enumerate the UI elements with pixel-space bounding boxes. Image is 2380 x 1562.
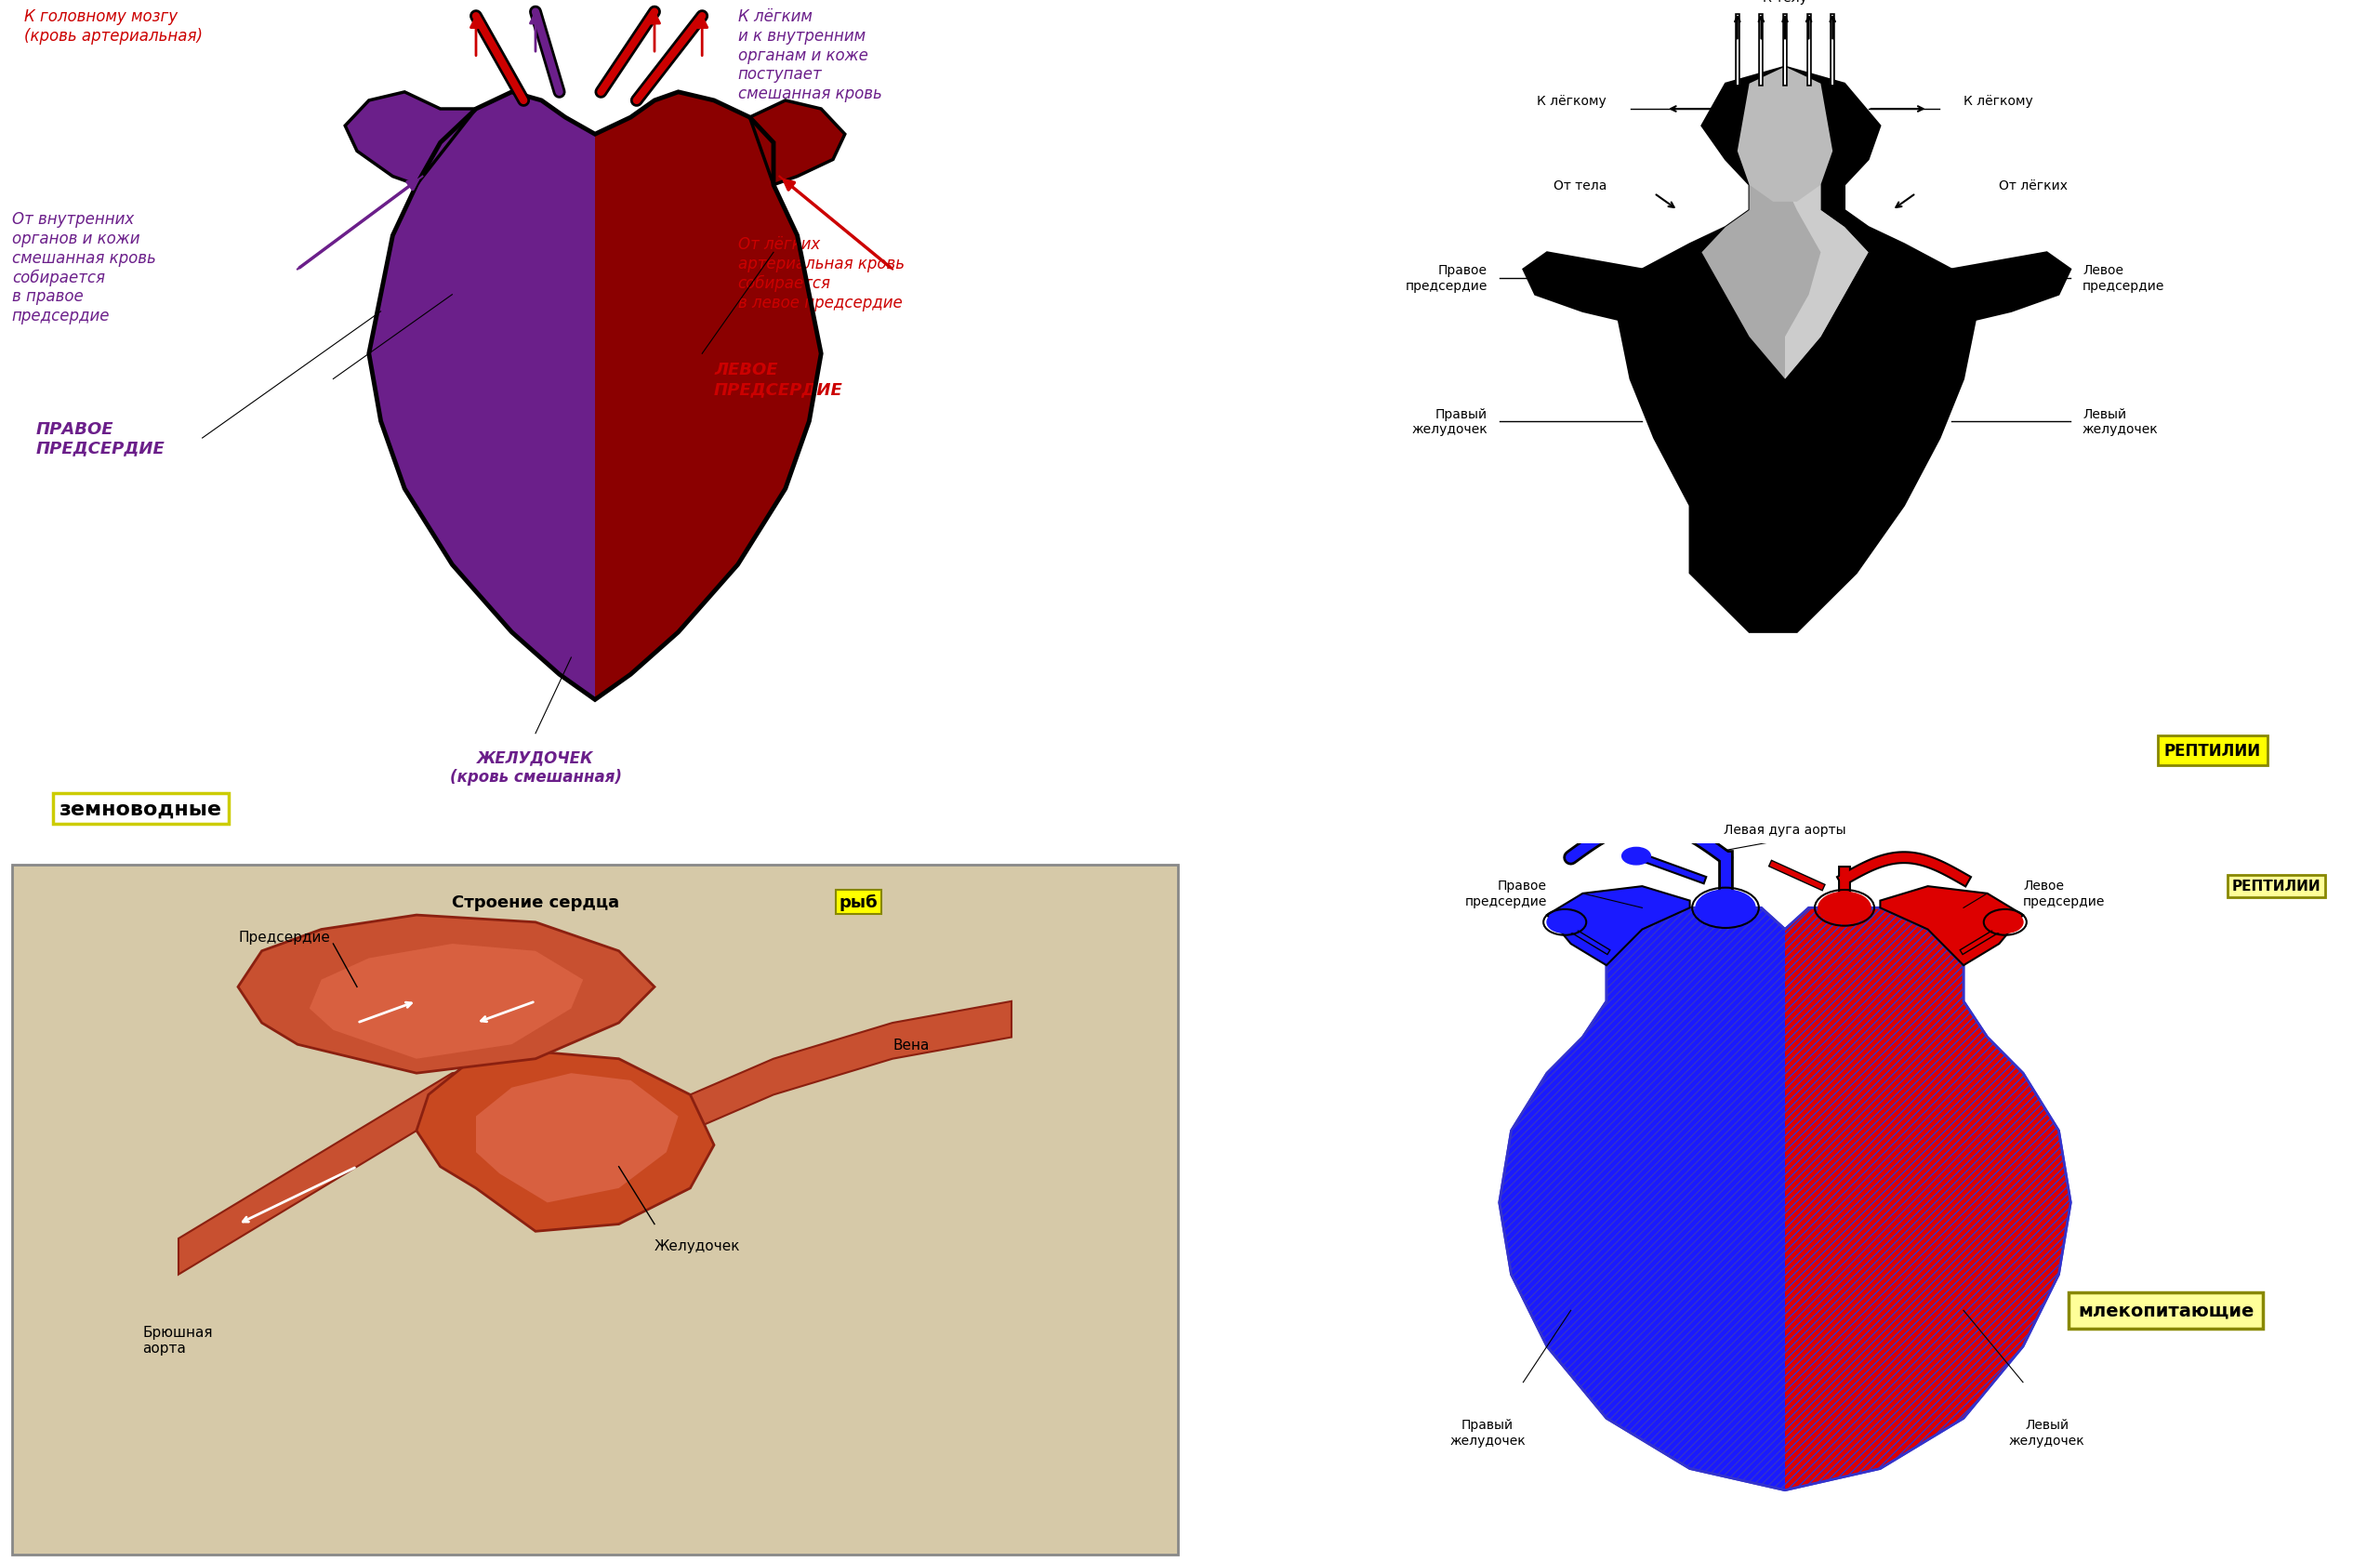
Text: РЕПТИЛИИ: РЕПТИЛИИ	[2163, 742, 2261, 759]
Text: От тела: От тела	[1554, 180, 1606, 192]
Polygon shape	[690, 1001, 1012, 1131]
Text: Левая дуга аорты: Левая дуга аорты	[1723, 823, 1847, 836]
Text: ЖЕЛУДОЧЕК
(кровь смешанная): ЖЕЛУДОЧЕК (кровь смешанная)	[450, 750, 621, 786]
Circle shape	[1818, 892, 1871, 925]
Polygon shape	[309, 943, 583, 1059]
Text: ЛЕВОЕ
ПРЕДСЕРДИЕ: ЛЕВОЕ ПРЕДСЕРДИЕ	[714, 361, 843, 398]
Text: Правый
желудочек: Правый желудочек	[1449, 1418, 1526, 1446]
Polygon shape	[345, 92, 476, 186]
Text: РЕПТИЛИИ: РЕПТИЛИИ	[2232, 879, 2320, 893]
Circle shape	[1695, 890, 1756, 926]
Text: Желудочек: Желудочек	[654, 1239, 740, 1253]
Text: От лёгких
артериальная кровь
собирается
в левое предсердие: От лёгких артериальная кровь собирается …	[738, 236, 904, 311]
Polygon shape	[1880, 887, 2023, 965]
Text: К головному мозгу
(кровь артериальная): К головному мозгу (кровь артериальная)	[24, 8, 202, 44]
Text: Брюшная
аорта: Брюшная аорта	[143, 1325, 212, 1354]
Polygon shape	[1785, 908, 2071, 1490]
Polygon shape	[1761, 161, 1868, 380]
Polygon shape	[595, 92, 821, 700]
Circle shape	[1987, 912, 2023, 933]
Polygon shape	[1523, 253, 1642, 320]
Text: Предсердие: Предсердие	[238, 929, 331, 943]
Text: Правое
предсердие: Правое предсердие	[1404, 264, 1488, 292]
Polygon shape	[750, 102, 845, 186]
FancyBboxPatch shape	[12, 865, 1178, 1554]
Text: От лёгких: От лёгких	[1999, 180, 2068, 192]
Polygon shape	[476, 1073, 678, 1203]
Polygon shape	[178, 1059, 536, 1275]
Circle shape	[1623, 848, 1652, 865]
Text: К лёгкому: К лёгкому	[1537, 95, 1606, 108]
Text: млекопитающие: млекопитающие	[2078, 1301, 2254, 1320]
Text: земноводные: земноводные	[60, 800, 221, 818]
Text: Строение сердца: Строение сердца	[452, 893, 626, 911]
Text: Вена: Вена	[892, 1037, 928, 1051]
Polygon shape	[1547, 887, 1690, 965]
Text: К телу: К телу	[1764, 0, 1806, 5]
Text: рыб: рыб	[840, 893, 878, 911]
Polygon shape	[416, 1051, 714, 1231]
Polygon shape	[1499, 908, 1785, 1490]
Polygon shape	[238, 915, 654, 1073]
Text: Левое
предсердие: Левое предсердие	[2023, 879, 2106, 908]
Polygon shape	[1702, 161, 1868, 380]
Text: К лёгким
и к внутренним
органам и коже
поступает
смешанная кровь: К лёгким и к внутренним органам и коже п…	[738, 8, 881, 103]
Polygon shape	[1618, 67, 1975, 633]
Text: Левый
желудочек: Левый желудочек	[2009, 1418, 2085, 1446]
Polygon shape	[369, 92, 595, 700]
Text: Левое
предсердие: Левое предсердие	[2082, 264, 2166, 292]
Text: ПРАВОЕ
ПРЕДСЕРДИЕ: ПРАВОЕ ПРЕДСЕРДИЕ	[36, 420, 164, 456]
Circle shape	[1547, 912, 1583, 933]
Text: Левый
желудочек: Левый желудочек	[2082, 408, 2159, 436]
Text: К лёгкому: К лёгкому	[1964, 95, 2033, 108]
Polygon shape	[1952, 253, 2071, 320]
Text: От внутренних
органов и кожи
смешанная кровь
собирается
в правое
предсердие: От внутренних органов и кожи смешанная к…	[12, 211, 155, 325]
Text: Правый
желудочек: Правый желудочек	[1411, 408, 1488, 436]
Polygon shape	[1499, 908, 2071, 1490]
Polygon shape	[1737, 67, 1833, 203]
Text: Правое
предсердие: Правое предсердие	[1464, 879, 1547, 908]
